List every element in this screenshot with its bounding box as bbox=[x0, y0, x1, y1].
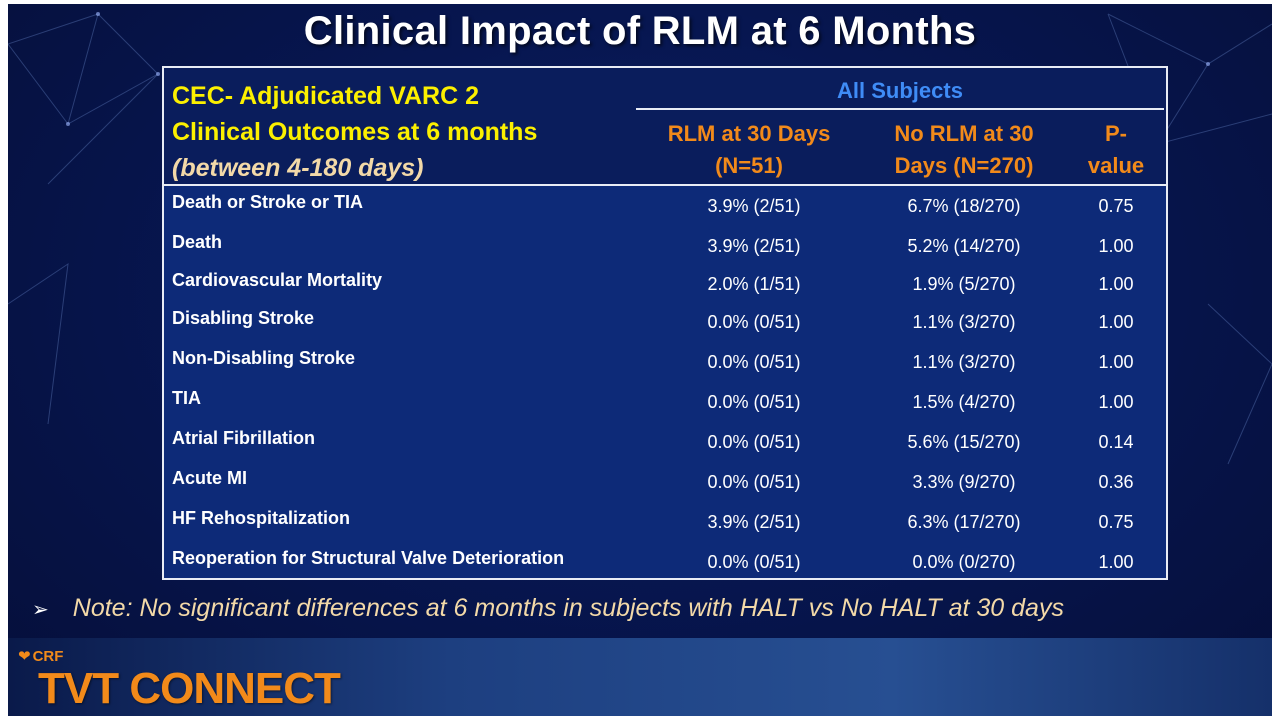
outcome-name: Disabling Stroke bbox=[172, 308, 315, 328]
crf-logo-text: CRF bbox=[32, 648, 64, 665]
outcome-name: TIA bbox=[172, 388, 201, 408]
column-header-rlm-line1: RLM at 30 Days bbox=[667, 121, 831, 146]
footnote-text: Note: No significant differences at 6 mo… bbox=[72, 594, 1064, 622]
column-header-rlm-line2: (N=51) bbox=[715, 153, 783, 178]
p-value: 1.00 bbox=[1098, 236, 1134, 256]
table-row: Non-Disabling Stroke 0.0% (0/51) 1.1% (3… bbox=[164, 342, 1166, 382]
column-header-p-line1: P- bbox=[1105, 121, 1127, 146]
column-header-no-rlm-line1: No RLM at 30 bbox=[894, 121, 1034, 146]
outcomes-table: CEC- Adjudicated VARC 2 Clinical Outcome… bbox=[162, 66, 1168, 580]
rlm-value: 3.9% (2/51) bbox=[707, 236, 801, 256]
footer-banner bbox=[8, 638, 1272, 716]
outcome-name: Acute MI bbox=[172, 468, 248, 488]
no-rlm-value: 0.0% (0/270) bbox=[912, 552, 1016, 572]
rlm-value: 0.0% (0/51) bbox=[707, 552, 801, 572]
footnote: ➢ Note: No significant differences at 6 m… bbox=[32, 590, 1272, 626]
heart-icon: ❤ bbox=[18, 648, 31, 665]
table-row: Reoperation for Structural Valve Deterio… bbox=[164, 542, 1166, 582]
p-value: 1.00 bbox=[1098, 392, 1134, 412]
rlm-value: 0.0% (0/51) bbox=[707, 432, 801, 452]
p-value: 0.75 bbox=[1098, 512, 1134, 532]
no-rlm-value: 3.3% (9/270) bbox=[912, 472, 1016, 492]
p-value: 1.00 bbox=[1098, 312, 1134, 332]
table-row: Atrial Fibrillation 0.0% (0/51) 5.6% (15… bbox=[164, 422, 1166, 462]
no-rlm-value: 5.2% (14/270) bbox=[907, 236, 1021, 256]
table-row: Disabling Stroke 0.0% (0/51) 1.1% (3/270… bbox=[164, 302, 1166, 342]
table-header-title: CEC- Adjudicated VARC 2 Clinical Outcome… bbox=[172, 78, 632, 186]
no-rlm-value: 5.6% (15/270) bbox=[907, 432, 1021, 452]
outcome-name: Death bbox=[172, 232, 223, 252]
rlm-value: 0.0% (0/51) bbox=[707, 312, 801, 332]
header-title-line1: CEC- Adjudicated VARC 2 bbox=[172, 82, 479, 110]
crf-logo: ❤ CRF bbox=[18, 648, 63, 666]
table-row: Death 3.9% (2/51) 5.2% (14/270) 1.00 bbox=[164, 226, 1166, 266]
table-row: Cardiovascular Mortality 2.0% (1/51) 1.9… bbox=[164, 264, 1166, 304]
header-title-line3: (between 4-180 days) bbox=[172, 154, 424, 182]
no-rlm-value: 6.7% (18/270) bbox=[907, 196, 1021, 216]
p-value: 1.00 bbox=[1098, 552, 1134, 572]
outcome-name: HF Rehospitalization bbox=[172, 508, 351, 528]
p-value: 0.14 bbox=[1098, 432, 1134, 452]
column-header-p-value: P- value bbox=[1074, 118, 1158, 182]
column-header-rlm: RLM at 30 Days (N=51) bbox=[644, 118, 854, 182]
outcome-name: Cardiovascular Mortality bbox=[172, 270, 383, 290]
no-rlm-value: 1.5% (4/270) bbox=[912, 392, 1016, 412]
rlm-value: 3.9% (2/51) bbox=[707, 196, 801, 216]
outcome-name: Atrial Fibrillation bbox=[172, 428, 316, 448]
no-rlm-value: 1.1% (3/270) bbox=[912, 352, 1016, 372]
table-row: TIA 0.0% (0/51) 1.5% (4/270) 1.00 bbox=[164, 382, 1166, 422]
slide: Clinical Impact of RLM at 6 Months CEC- … bbox=[8, 4, 1272, 716]
group-header-all-subjects: All Subjects bbox=[636, 76, 1164, 110]
table-header: CEC- Adjudicated VARC 2 Clinical Outcome… bbox=[164, 68, 1166, 186]
column-header-no-rlm: No RLM at 30 Days (N=270) bbox=[864, 118, 1064, 182]
no-rlm-value: 6.3% (17/270) bbox=[907, 512, 1021, 532]
no-rlm-value: 1.1% (3/270) bbox=[912, 312, 1016, 332]
outcome-name: Death or Stroke or TIA bbox=[172, 192, 364, 212]
rlm-value: 0.0% (0/51) bbox=[707, 352, 801, 372]
no-rlm-value: 1.9% (5/270) bbox=[912, 274, 1016, 294]
tvt-connect-logo: TVT CONNECT bbox=[38, 664, 341, 713]
outcome-name: Reoperation for Structural Valve Deterio… bbox=[172, 548, 565, 568]
rlm-value: 0.0% (0/51) bbox=[707, 472, 801, 492]
table-row: HF Rehospitalization 3.9% (2/51) 6.3% (1… bbox=[164, 502, 1166, 542]
header-title-line2: Clinical Outcomes at 6 months bbox=[172, 118, 538, 146]
rlm-value: 3.9% (2/51) bbox=[707, 512, 801, 532]
slide-title: Clinical Impact of RLM at 6 Months bbox=[303, 9, 977, 53]
rlm-value: 2.0% (1/51) bbox=[707, 274, 801, 294]
column-header-p-line2: value bbox=[1087, 153, 1145, 178]
table-row: Death or Stroke or TIA 3.9% (2/51) 6.7% … bbox=[164, 186, 1166, 226]
p-value: 0.75 bbox=[1098, 196, 1134, 216]
p-value: 0.36 bbox=[1098, 472, 1134, 492]
table-row: Acute MI 0.0% (0/51) 3.3% (9/270) 0.36 bbox=[164, 462, 1166, 502]
p-value: 1.00 bbox=[1098, 274, 1134, 294]
column-header-no-rlm-line2: Days (N=270) bbox=[894, 153, 1034, 178]
rlm-value: 0.0% (0/51) bbox=[707, 392, 801, 412]
bullet-arrow-icon: ➢ bbox=[32, 599, 49, 621]
outcome-name: Non-Disabling Stroke bbox=[172, 348, 356, 368]
p-value: 1.00 bbox=[1098, 352, 1134, 372]
